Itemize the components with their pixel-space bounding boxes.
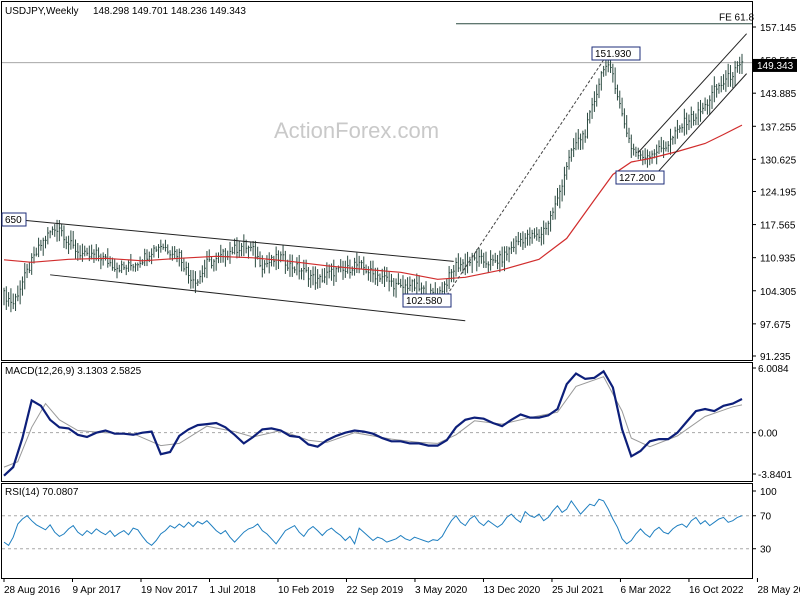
macd-y-axis: 6.0084 0.00 -3.8401 (752, 364, 792, 481)
high-label-151930: 151.930 (595, 49, 632, 60)
price-y-tick-label: 157.145 (760, 23, 797, 34)
price-y-tick-label: 124.195 (760, 187, 797, 198)
projection-dashed-line (446, 52, 609, 296)
watermark: ActionForex.com (274, 118, 439, 143)
rsi-panel-frame (1, 483, 753, 579)
rsi-layer (2, 498, 752, 550)
rsi-line (3, 498, 743, 547)
macd-title: MACD(12,26,9) 3.1303 2.5825 (5, 366, 142, 377)
macd-y-tick-label: -3.8401 (758, 470, 792, 481)
x-tick-label: 16 Oct 2022 (689, 585, 744, 596)
current-price-label: 149.343 (757, 61, 794, 72)
x-axis: 28 Aug 2016 9 Apr 2017 19 Nov 2017 1 Jul 20… (3, 578, 800, 596)
channel-line-asc-lower (649, 73, 747, 182)
x-tick-label: 13 Dec 2020 (483, 585, 540, 596)
rsi-y-tick-label: 70 (760, 512, 772, 523)
macd-signal-line (3, 376, 743, 468)
macd-line (3, 369, 743, 477)
macd-layer (2, 369, 752, 477)
rsi-y-tick-label: 30 (760, 545, 772, 556)
x-tick-label: 25 Jul 2021 (552, 585, 604, 596)
price-y-tick-label: 91.235 (760, 352, 791, 363)
chart-ohlc-values: 148.298 149.701 148.236 149.343 (93, 6, 246, 17)
chart-symbol-label: USDJPY,Weekly (5, 6, 79, 17)
price-y-tick-label: 137.255 (760, 122, 797, 133)
rsi-y-axis: 100 70 30 (752, 487, 777, 556)
channel-line-asc-upper (637, 33, 747, 153)
x-tick-label: 19 Nov 2017 (141, 585, 198, 596)
price-y-tick-label: 130.625 (760, 155, 797, 166)
x-tick-label: 22 Sep 2019 (346, 585, 403, 596)
macd-panel-frame (1, 362, 753, 482)
ma-line (3, 124, 743, 280)
price-guides (2, 23, 752, 64)
low-label-102580: 102.580 (406, 296, 443, 307)
low-label-127200-box (615, 170, 665, 185)
price-y-tick-label: 97.675 (760, 320, 791, 331)
x-tick-label: 9 Apr 2017 (72, 585, 121, 596)
rsi-y-tick-label: 100 (760, 487, 777, 498)
x-tick-label: 6 Mar 2022 (620, 585, 671, 596)
price-y-tick-label: 110.935 (760, 254, 796, 265)
macd-y-tick-label: 6.0084 (758, 364, 789, 375)
price-candles (3, 53, 744, 313)
left-label-650-box (1, 212, 27, 227)
current-price-tag (753, 58, 797, 72)
macd-y-tick-label: 0.00 (758, 429, 778, 440)
x-tick-label: 1 Jul 2018 (209, 585, 256, 596)
x-tick-label: 28 Aug 2016 (4, 585, 61, 596)
x-tick-label: 10 Feb 2019 (278, 585, 335, 596)
price-ma (3, 124, 743, 280)
price-y-axis: 157.145150.515143.885137.255130.625124.1… (752, 23, 797, 363)
channel-line-desc-upper (3, 217, 454, 262)
high-label-151930-box (591, 46, 641, 61)
price-annotations: FE 61.8 151.930 127.200 650 102.580 (1, 13, 754, 322)
low-label-127200: 127.200 (619, 173, 656, 184)
channel-line-desc-lower (50, 274, 466, 322)
price-y-tick-label: 143.885 (760, 89, 797, 100)
x-tick-label: 3 May 2020 (415, 585, 468, 596)
left-label-650: 650 (5, 215, 22, 226)
low-label-102580-box (402, 293, 452, 308)
price-y-tick-label: 104.305 (760, 287, 797, 298)
price-y-tick-label: 117.565 (760, 221, 796, 232)
rsi-title: RSI(14) 70.0807 (5, 487, 79, 498)
x-tick-label: 28 May 2023 (757, 585, 800, 596)
fe-618-label: FE 61.8 (719, 13, 754, 24)
